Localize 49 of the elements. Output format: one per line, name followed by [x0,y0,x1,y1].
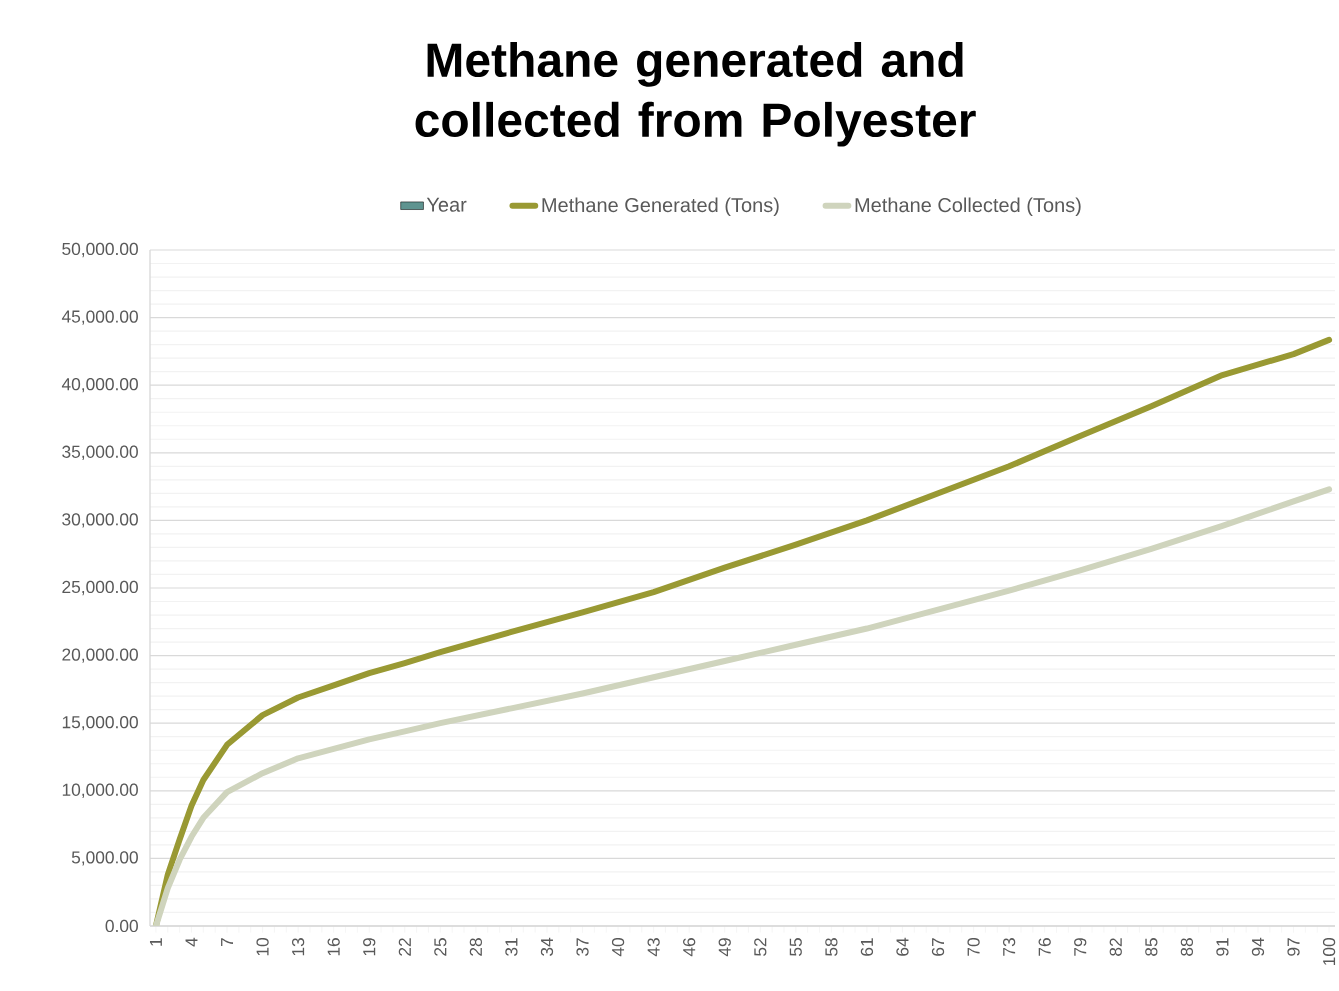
legend-label: Methane Collected (Tons) [855,197,1081,217]
x-tick-label: 43 [647,938,660,957]
x-tick-label: 97 [1287,938,1300,956]
x-tick-label: 22 [398,938,411,956]
chart-title: Methane generated and collected from Polyester [415,41,976,147]
x-tick-label: 94 [1251,937,1265,956]
x-tick-label: 79 [1074,938,1087,956]
x-tick-label: 46 [683,938,696,957]
x-tick-label: 67 [931,938,945,956]
y-tick-label: 5,000.00 [71,851,138,866]
y-tick-label: 50,000.00 [62,242,138,258]
x-tick-label: 40 [611,938,625,957]
x-tick-label: 4 [185,937,198,947]
y-tick-label: 20,000.00 [62,648,138,663]
x-tick-label: 34 [540,937,554,956]
legend-label: Year [426,197,467,212]
y-tick-label: 0.00 [105,919,138,933]
y-tick-label: 35,000.00 [62,445,138,460]
x-tick-label: 88 [1180,938,1194,956]
x-tick-label: 49 [718,938,731,957]
y-tick-label: 30,000.00 [62,513,138,528]
x-tick-label: 10 [256,938,269,956]
y-tick-label: 25,000.00 [62,580,138,596]
x-tick-label: 19 [363,938,376,956]
y-tick-label: 40,000.00 [61,378,138,393]
x-tick-label: 91 [1216,938,1229,956]
x-tick-label: 52 [754,938,767,956]
x-tick-label: 70 [967,938,980,956]
x-tick-label: 7 [221,938,233,947]
x-tick-label: 58 [825,938,838,956]
x-tick-label: 37 [576,938,589,956]
y-tick-label: 10,000.00 [62,783,138,798]
legend-label: Methane Generated (Tons) [542,197,779,217]
y-tick-label: 15,000.00 [62,716,138,731]
x-tick-label: 82 [1109,938,1122,956]
x-tick-label: 13 [291,938,305,956]
x-tick-label: 61 [860,938,874,956]
x-tick-label: 64 [896,937,909,956]
x-tick-label: 28 [469,938,483,956]
x-tick-label: 25 [434,938,447,956]
x-tick-label: 55 [789,938,802,956]
x-tick-label: 76 [1038,938,1051,956]
x-tick-label: 16 [327,938,340,956]
x-tick-label: 85 [1145,938,1158,956]
x-tick-label: 100 [1322,938,1336,965]
x-tick-label: 1 [149,938,162,946]
x-tick-label: 73 [1002,938,1016,956]
x-tick-label: 31 [505,938,518,956]
y-tick-label: 45,000.00 [61,310,138,325]
